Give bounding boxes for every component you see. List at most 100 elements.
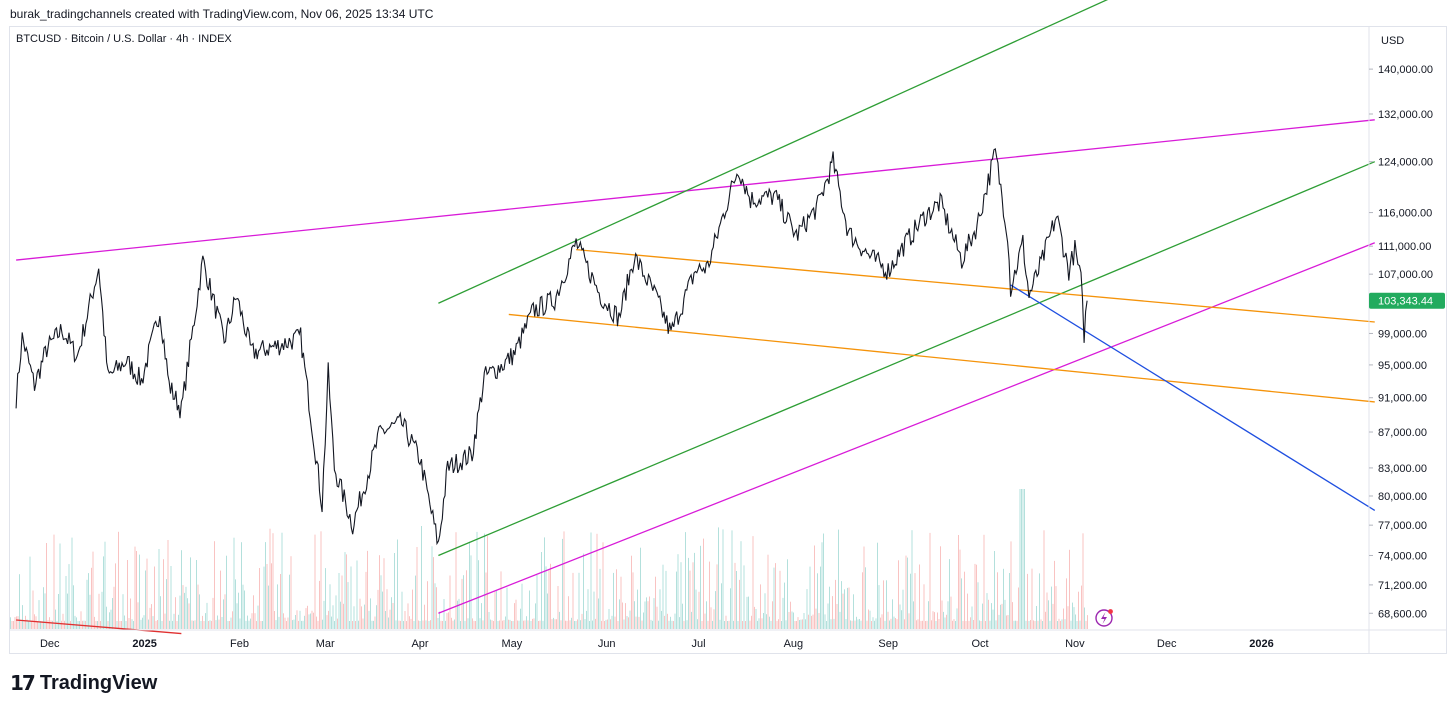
volume-bar [381,575,382,629]
price-axis[interactable]: USD 140,000.00 132,000.00 124,000.00 116,000… [1369,35,1433,620]
volume-bar [45,593,46,629]
volume-bar [504,620,505,629]
volume-bar [825,614,826,629]
volume-bar [411,619,412,629]
volume-bar [51,620,52,629]
volume-bar [642,621,643,629]
trendline[interactable] [438,243,1374,614]
volume-bar [445,621,446,629]
volume-bar [178,615,179,629]
volume-bar [1077,621,1078,629]
volume-bar [319,581,320,629]
volume-bar [1000,605,1001,629]
volume-bar [883,580,884,629]
lightning-icon[interactable] [1096,609,1113,626]
volume-bar [735,563,736,629]
volume-bar [682,604,683,629]
volume-bar [91,568,92,629]
volume-bar [360,599,361,629]
volume-bar [321,531,322,629]
volume-bar [219,620,220,629]
volume-bar [774,568,775,629]
volume-bar [25,616,26,629]
volume-bar [648,601,649,629]
volume-bar [346,554,347,629]
volume-bar [654,598,655,629]
trendline[interactable] [1011,285,1375,510]
volume-bar [564,531,565,629]
volume-bar [481,603,482,629]
volume-bar [760,584,761,629]
trendline[interactable] [16,120,1375,260]
volume-bar [64,621,65,629]
volume-bar [379,555,380,629]
currency-label[interactable]: USD [1381,35,1404,47]
volume-bar [807,589,808,629]
volume-bar [543,621,544,629]
volume-bar [88,573,89,629]
volume-bar [123,594,124,629]
volume-bar [120,621,121,629]
volume-bar [921,621,922,629]
volume-bar [991,603,992,629]
volume-bar [814,546,815,630]
price-series [16,149,1087,544]
volume-bar [192,620,193,629]
volume-bar [706,601,707,629]
volume-bar [355,621,356,629]
volume-bar [912,530,913,629]
volume-bar [960,550,961,629]
volume-bar [97,621,98,629]
volume-bar [36,616,37,629]
volume-bar [685,532,686,629]
volume-bar [180,596,181,629]
volume-bar [957,608,958,629]
trendline[interactable] [509,314,1375,402]
volume-bar [144,615,145,629]
volume-bar [436,587,437,629]
volume-bar [945,618,946,630]
volume-bar [865,567,866,629]
volume-bar [670,617,671,629]
time-tick-label: May [501,638,522,650]
volume-bar [384,558,385,629]
volume-bar [820,567,821,629]
trendline[interactable] [438,162,1374,556]
volume-bar [787,559,788,629]
volume-bar [966,621,967,629]
volume-bar [1053,604,1054,629]
volume-bar [198,585,199,629]
volume-bar [1011,541,1012,629]
volume-bar [612,616,613,629]
volume-bar [985,621,986,629]
volume-bar [1063,609,1064,630]
volume-bar [613,573,614,629]
volume-bar [823,534,824,630]
time-axis[interactable]: Dec 2025 Feb Mar Apr May Jun Jul Aug Sep Oct Nov Dec… [40,638,1274,650]
volume-bar [1014,621,1015,629]
trendline[interactable] [438,0,1136,303]
volume-bar [969,621,970,629]
price-tick-label: 99,000.00 [1378,328,1427,340]
volume-bar [1044,530,1045,629]
volume-bar [762,618,763,629]
volume-bar [633,572,634,629]
volume-bar [972,607,973,630]
volume-bar [571,618,572,629]
volume-bar [177,621,178,629]
volume-bar [325,568,326,629]
volume-bar [928,601,929,629]
trendline[interactable] [576,250,1375,322]
volume-bar [450,576,451,630]
volume-bar [238,593,239,629]
volume-bar [1047,593,1048,630]
volume-bar [484,534,485,629]
volume-bar [679,617,680,629]
volume-bar [505,617,506,630]
volume-bar [859,619,860,629]
brand-name: TradingView [40,672,157,695]
volume-bar [661,611,662,629]
volume-bar [54,535,55,629]
volume-bar [886,580,887,629]
